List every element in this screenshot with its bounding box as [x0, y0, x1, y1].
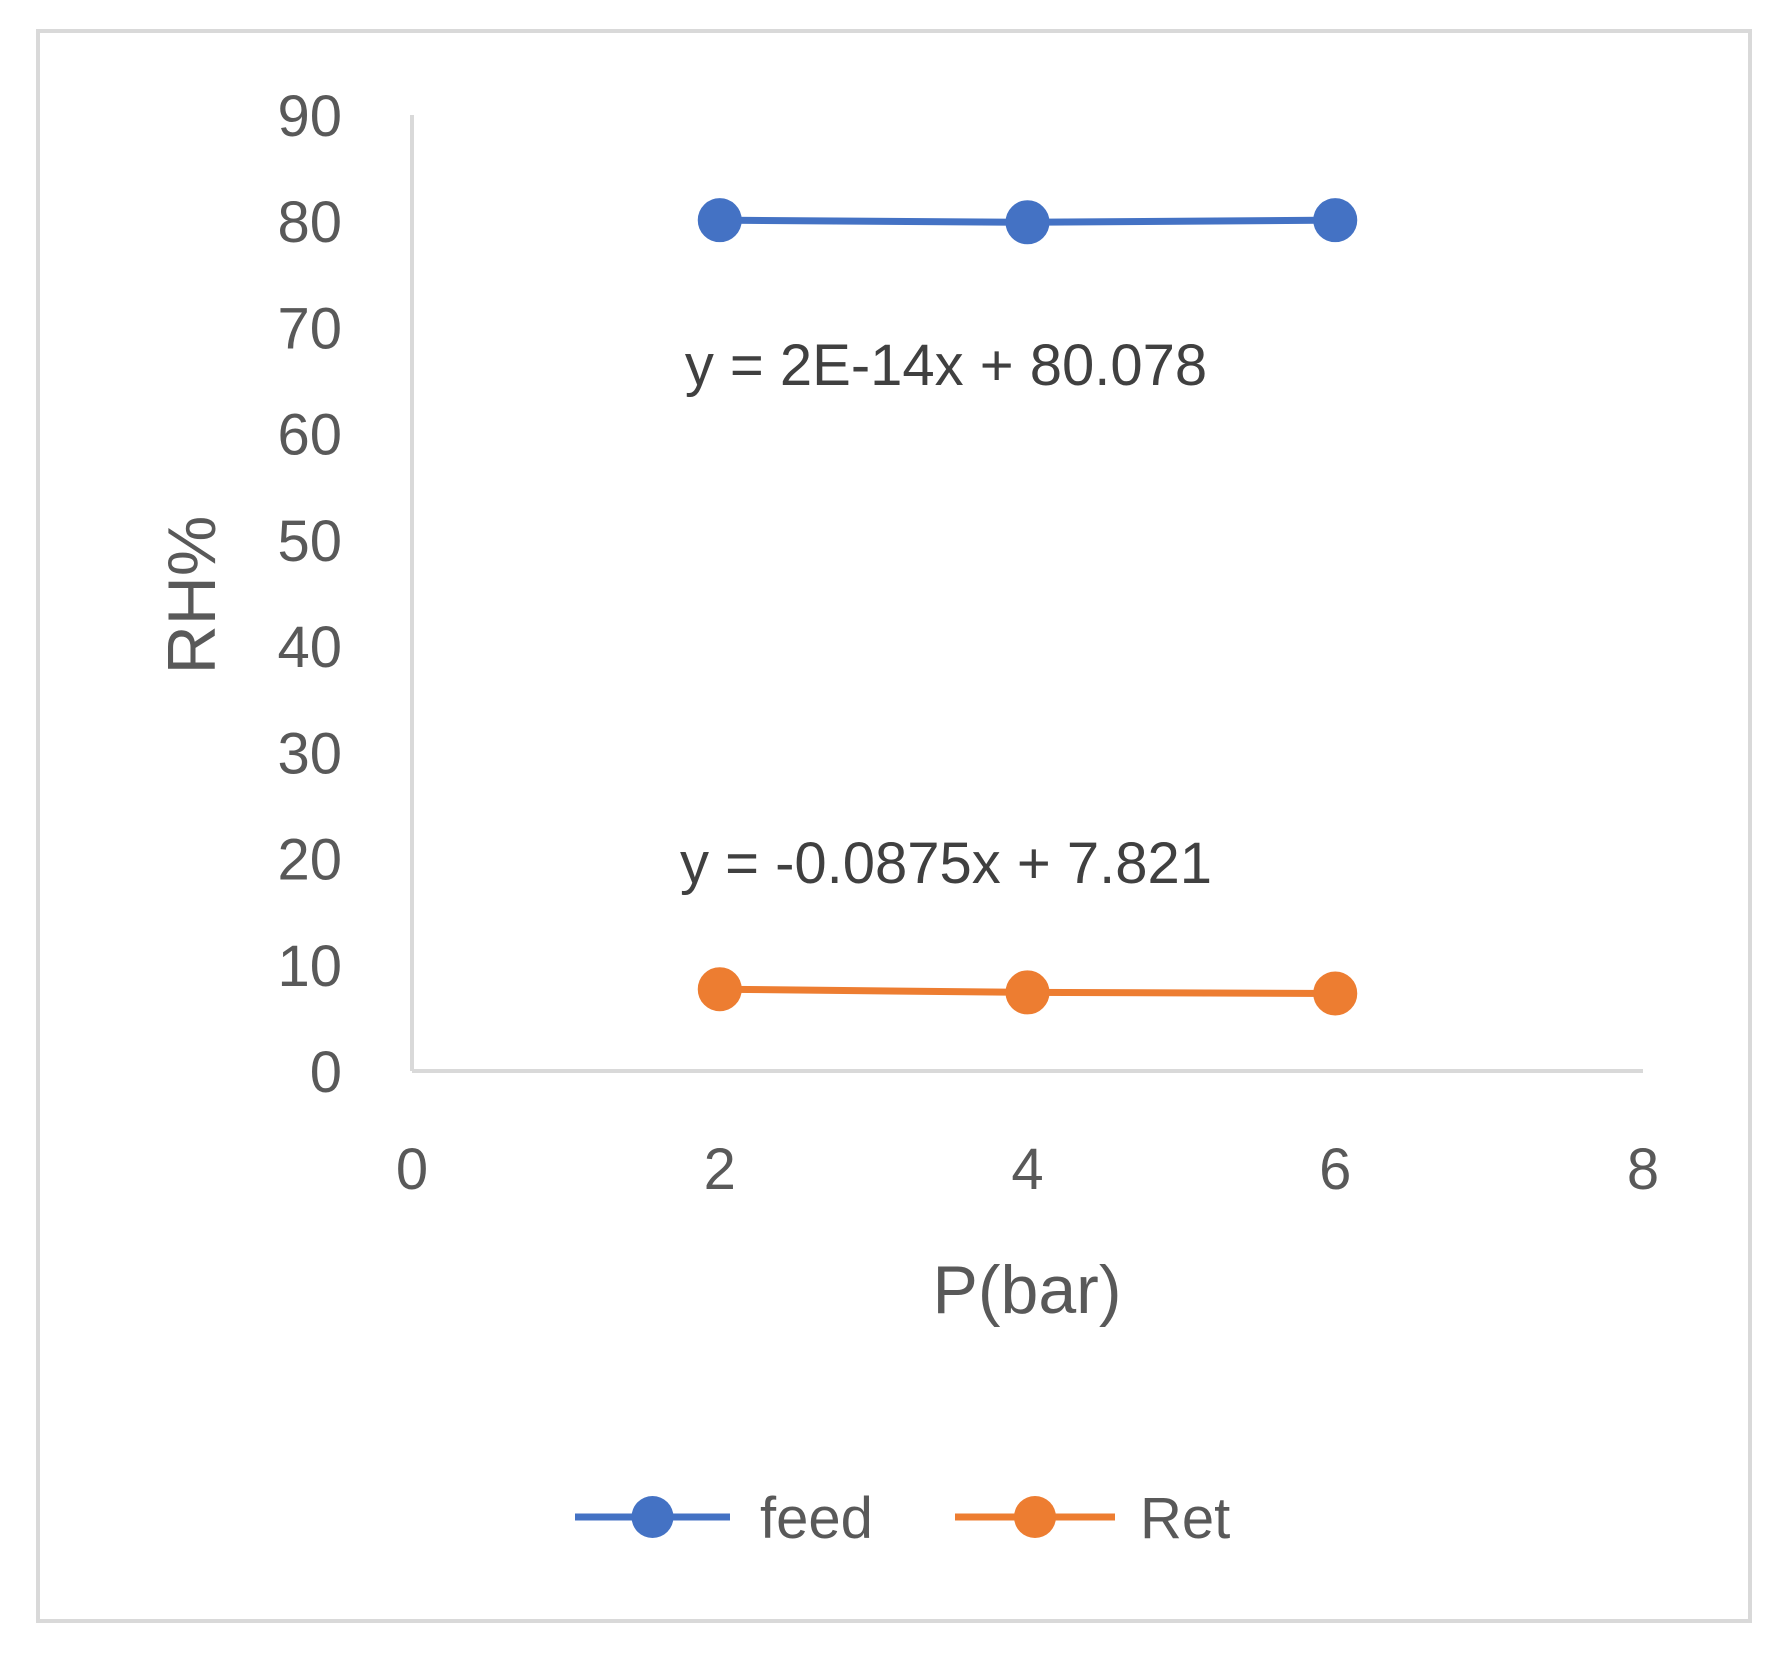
- y-tick-label: 70: [277, 296, 342, 361]
- legend-label: Ret: [1140, 1486, 1230, 1551]
- legend-swatch-marker: [1014, 1496, 1056, 1538]
- x-tick-label: 2: [704, 1137, 736, 1202]
- legend-item-ret: Ret: [955, 1486, 1230, 1551]
- data-point-feed: [1005, 200, 1050, 245]
- series-ret: [697, 967, 1358, 1016]
- data-point-ret: [697, 967, 742, 1012]
- y-tick-labels: 0 10 20 30 40 50 60 70 80 90: [277, 84, 342, 1105]
- y-tick-label: 0: [310, 1040, 342, 1105]
- axes: [410, 115, 1643, 1073]
- ret-trendline-equation: y = -0.0875x + 7.821: [680, 831, 1212, 896]
- y-tick-label: 40: [277, 615, 342, 680]
- chart-frame: [36, 29, 1752, 1623]
- data-point-feed: [697, 198, 742, 243]
- legend: feed Ret: [575, 1486, 1230, 1551]
- y-tick-label: 60: [277, 403, 342, 468]
- x-tick-label: 4: [1011, 1137, 1043, 1202]
- x-tick-label: 0: [396, 1137, 428, 1202]
- y-tick-label: 10: [277, 934, 342, 999]
- y-tick-label: 90: [277, 84, 342, 149]
- legend-label: feed: [760, 1486, 873, 1551]
- y-tick-label: 50: [277, 509, 342, 574]
- x-tick-label: 6: [1319, 1137, 1351, 1202]
- legend-item-feed: feed: [575, 1486, 873, 1551]
- y-tick-label: 20: [277, 828, 342, 893]
- y-tick-label: 80: [277, 190, 342, 255]
- y-axis-title: RH%: [154, 516, 230, 675]
- legend-swatch-marker: [631, 1496, 674, 1538]
- x-tick-label: 8: [1627, 1137, 1659, 1202]
- data-point-ret: [1313, 971, 1358, 1016]
- data-point-ret: [1005, 970, 1050, 1015]
- feed-trendline-equation: y = 2E-14x + 80.078: [685, 333, 1207, 398]
- y-tick-label: 30: [277, 721, 342, 786]
- x-tick-labels: 0 2 4 6 8: [396, 1137, 1659, 1202]
- data-point-feed: [1313, 198, 1358, 243]
- x-axis-title: P(bar): [933, 1252, 1122, 1328]
- series: [697, 198, 1358, 1016]
- series-feed: [697, 198, 1358, 245]
